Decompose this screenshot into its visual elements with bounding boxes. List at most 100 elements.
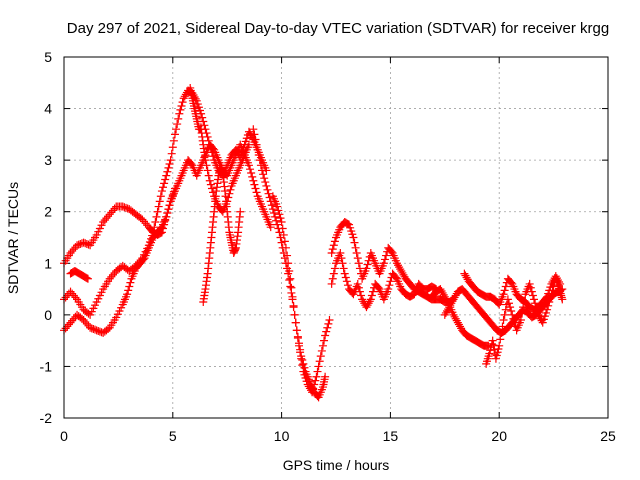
y-axis-label: SDTVAR / TECUs (5, 182, 21, 294)
data-point (164, 163, 173, 172)
data-point (533, 306, 542, 315)
data-point (71, 293, 80, 302)
data-point (548, 286, 557, 295)
data-point (380, 255, 389, 264)
data-point (198, 113, 207, 122)
data-point (366, 295, 375, 304)
y-tick-label: 3 (44, 152, 52, 168)
data-point (124, 286, 133, 295)
data-point (518, 309, 527, 318)
y-tick-label: 5 (44, 49, 52, 65)
data-point (162, 171, 171, 180)
data-point (123, 290, 132, 299)
data-point (544, 301, 553, 310)
data-point (296, 348, 305, 357)
data-point (386, 277, 395, 286)
data-point (351, 243, 360, 252)
data-point (244, 161, 253, 170)
data-point (153, 207, 162, 216)
data-point (322, 327, 331, 336)
data-point (315, 357, 324, 366)
data-series (327, 248, 441, 312)
data-point (349, 233, 358, 242)
data-point (330, 237, 339, 246)
data-point (253, 145, 262, 154)
data-point (156, 192, 165, 201)
data-point (176, 105, 185, 114)
data-point (489, 341, 498, 350)
data-point (329, 269, 338, 278)
plot-frame (63, 56, 609, 419)
data-point (273, 220, 282, 229)
data-point (251, 184, 260, 193)
data-point (508, 310, 517, 319)
data-point (165, 160, 174, 169)
data-point (520, 296, 529, 305)
data-point (311, 376, 320, 385)
data-point (288, 292, 297, 301)
data-point (260, 174, 269, 183)
y-tick-label: 2 (44, 204, 52, 220)
data-point (354, 259, 363, 268)
x-tick-label: 10 (274, 428, 290, 444)
data-point (295, 341, 304, 350)
data-point (543, 305, 552, 314)
data-point (249, 125, 258, 134)
data-point (163, 209, 172, 218)
data-point (275, 210, 284, 219)
data-point (293, 334, 302, 343)
data-point (246, 165, 255, 174)
data-point (170, 184, 179, 193)
data-point (501, 305, 510, 314)
data-point (327, 279, 336, 288)
data-point (174, 114, 183, 123)
data-point (354, 283, 363, 292)
data-point (136, 256, 145, 265)
data-point (499, 290, 508, 299)
data-point (336, 248, 345, 257)
data-point (353, 254, 362, 263)
data-point (175, 109, 184, 118)
data-point (353, 279, 362, 288)
data-point (308, 388, 317, 397)
chart-title: Day 297 of 2021, Sidereal Day-to-day VTE… (67, 20, 609, 37)
data-point (327, 248, 336, 257)
data-point (488, 336, 497, 345)
data-point (379, 259, 388, 268)
data-series (66, 267, 92, 283)
data-point (206, 144, 215, 153)
data-point (292, 326, 301, 335)
data-series (460, 269, 565, 314)
data-point (207, 148, 216, 157)
data-point (362, 264, 371, 273)
data-point (330, 264, 339, 273)
data-point (163, 167, 172, 176)
x-tick-label: 0 (60, 428, 68, 444)
data-point (263, 185, 272, 194)
data-points (60, 83, 567, 402)
data-point (173, 120, 182, 129)
data-point (498, 322, 507, 331)
y-tick-label: 1 (44, 255, 52, 271)
data-point (337, 254, 346, 263)
data-point (506, 303, 515, 312)
data-point (285, 276, 294, 285)
data-point (83, 274, 92, 283)
data-point (285, 267, 294, 276)
data-point (151, 218, 160, 227)
data-point (268, 205, 277, 214)
data-point (310, 380, 319, 389)
data-point (154, 202, 163, 211)
data-point (259, 170, 268, 179)
data-point (247, 169, 256, 178)
data-point (297, 354, 306, 363)
data-point (287, 283, 296, 292)
data-point (256, 161, 265, 170)
data-point (323, 323, 332, 332)
data-point (160, 179, 169, 188)
data-point (329, 241, 338, 250)
data-point (155, 197, 164, 206)
data-series (268, 192, 334, 397)
data-point (150, 223, 159, 232)
data-point (368, 287, 377, 296)
